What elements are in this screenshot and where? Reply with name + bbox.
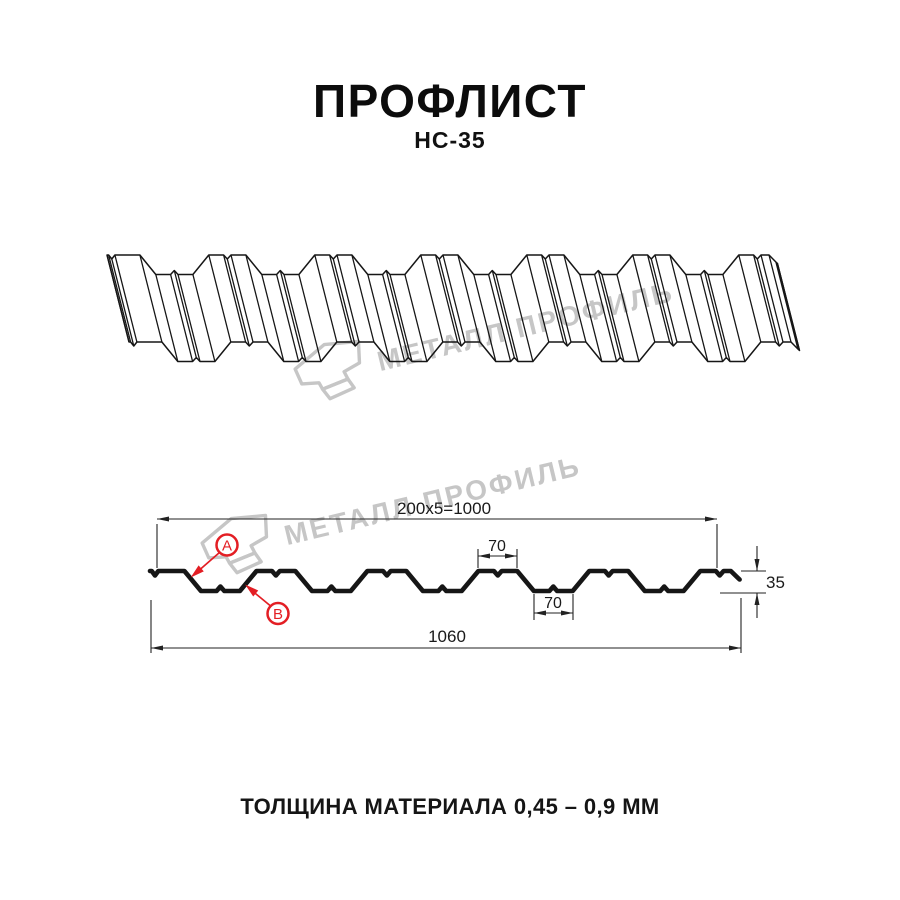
callout-circle-a	[215, 533, 239, 557]
material-thickness-note: ТОЛЩИНА МАТЕРИАЛА 0,45 – 0,9 ММ	[240, 794, 660, 819]
callout-letter-a: A	[222, 538, 232, 555]
sheet-3d-outline	[106, 254, 801, 363]
side-callouts: A B	[190, 533, 290, 626]
callout-letter-b: B	[273, 606, 283, 623]
profile-code-subtitle: НС-35	[414, 127, 486, 153]
page-title: ПРОФЛИСТ	[313, 75, 587, 127]
logo-shape	[293, 339, 362, 391]
dim-label-valley-width: 70	[544, 595, 562, 612]
logo-shape	[227, 551, 263, 575]
metall-profil-logo-icon	[293, 339, 362, 401]
callout-circle-b	[266, 601, 290, 626]
metall-profil-logo-icon	[200, 513, 269, 575]
dim-label-total-width: 1060	[428, 627, 466, 646]
logo-shape	[320, 377, 356, 401]
callout-arrows	[190, 551, 271, 607]
dimension-lines: 200x5=1000 70 70 35 1060	[150, 499, 785, 653]
dim-label-crest-width: 70	[488, 538, 506, 555]
logo-shape	[200, 513, 269, 565]
dim-label-top-width: 200x5=1000	[397, 499, 491, 518]
dim-label-height: 35	[766, 573, 785, 592]
sheet-3d-surface	[107, 255, 800, 362]
sheet-3d-view: МЕТАЛЛ ПРОФИЛЬ	[106, 254, 801, 401]
dimension-linework	[150, 518, 766, 653]
cross-section-profile	[147, 568, 742, 594]
watermark-section: МЕТАЛЛ ПРОФИЛЬ	[200, 450, 584, 575]
